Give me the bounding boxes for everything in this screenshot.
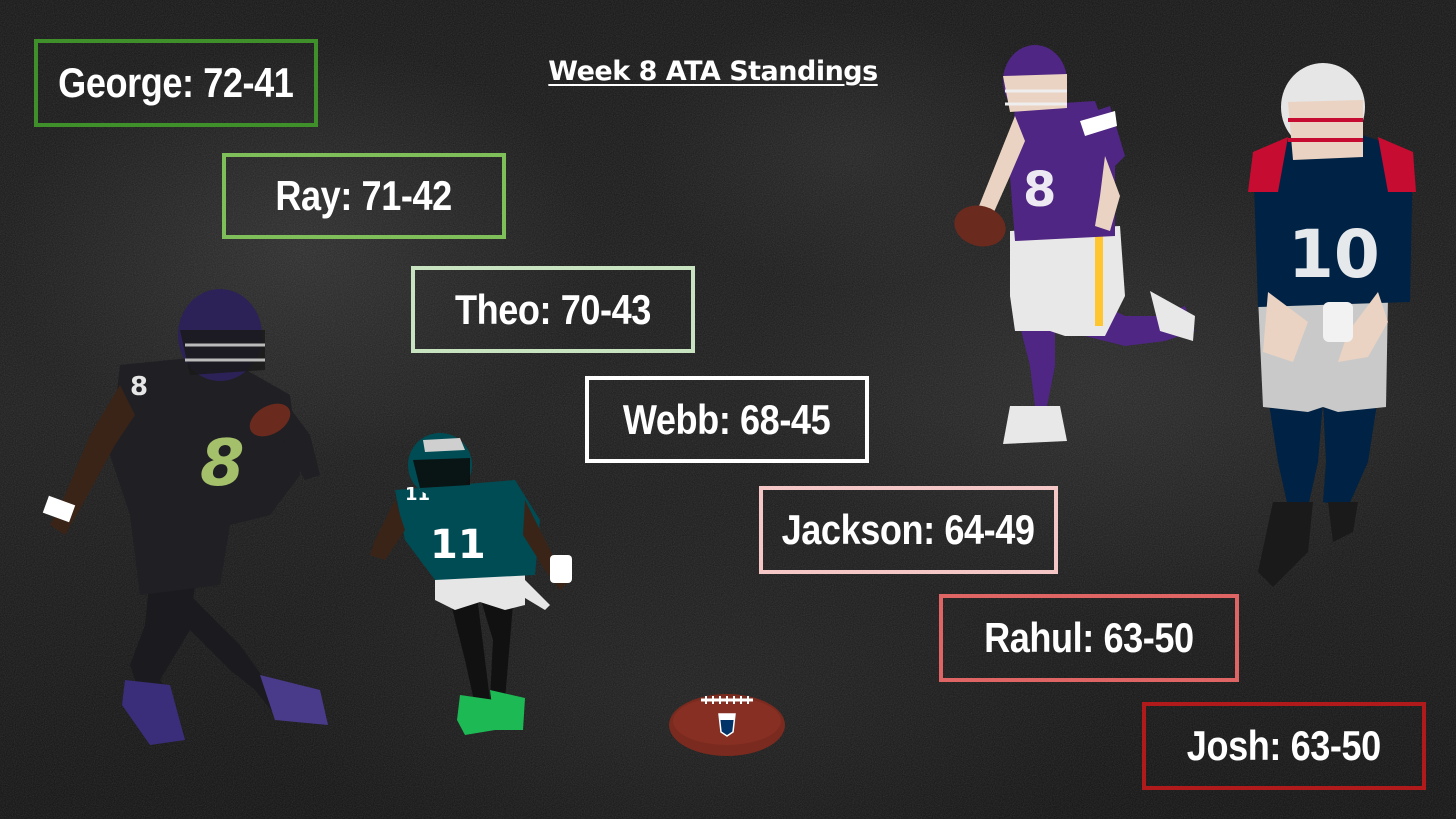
football-player-eagles-icon: 11 11 bbox=[370, 433, 572, 735]
standing-label: George: 72-41 bbox=[58, 59, 294, 106]
standing-josh: Josh: 63-50 bbox=[1142, 702, 1426, 790]
standing-theo: Theo: 70-43 bbox=[411, 266, 695, 353]
standing-label: Theo: 70-43 bbox=[455, 285, 651, 333]
standing-george: George: 72-41 bbox=[34, 39, 318, 127]
svg-text:8: 8 bbox=[200, 427, 245, 501]
football-player-vikings-icon: 8 bbox=[954, 45, 1195, 444]
svg-text:8: 8 bbox=[1023, 162, 1056, 218]
standing-label: Webb: 68-45 bbox=[623, 395, 831, 443]
standing-label: Rahul: 63-50 bbox=[984, 614, 1194, 661]
svg-text:8: 8 bbox=[130, 372, 148, 402]
page-title: Week 8 ATA Standings bbox=[548, 56, 878, 87]
football-player-patriots-icon: 10 bbox=[1248, 63, 1416, 587]
standing-jackson: Jackson: 64-49 bbox=[759, 486, 1058, 574]
standing-ray: Ray: 71-42 bbox=[222, 153, 506, 239]
standing-rahul: Rahul: 63-50 bbox=[939, 594, 1239, 682]
standing-label: Josh: 63-50 bbox=[1186, 722, 1382, 769]
standing-label: Ray: 71-42 bbox=[275, 172, 453, 219]
standing-webb: Webb: 68-45 bbox=[585, 376, 869, 463]
standing-label: Jackson: 64-49 bbox=[781, 506, 1036, 553]
football-player-ravens-icon: 8 8 bbox=[42, 289, 328, 745]
svg-text:10: 10 bbox=[1288, 216, 1380, 293]
svg-text:11: 11 bbox=[430, 522, 486, 568]
nfl-football-icon bbox=[669, 694, 785, 756]
